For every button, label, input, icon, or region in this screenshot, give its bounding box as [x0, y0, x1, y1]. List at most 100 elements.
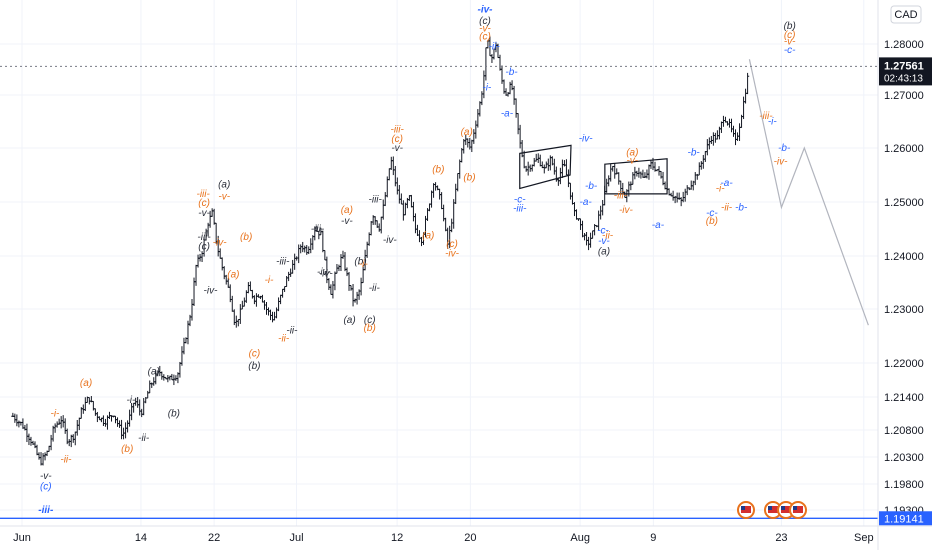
candle: [560, 159, 564, 178]
candle: [297, 244, 301, 264]
candle: [506, 92, 510, 97]
x-tick-label: 23: [775, 532, 787, 544]
candle: [61, 415, 65, 428]
currency-badge[interactable]: CAD: [890, 5, 922, 24]
candle: [238, 304, 242, 324]
candle: [377, 223, 381, 232]
currency-label: CAD: [894, 9, 917, 21]
event-flag-icon[interactable]: [737, 501, 755, 519]
candle: [558, 167, 562, 185]
candle: [633, 166, 637, 180]
wave-label: -b-: [687, 147, 700, 158]
wave-label: -iv-: [319, 268, 334, 279]
candle: [148, 380, 152, 394]
wave-label: -i-: [768, 117, 778, 128]
wave-label: (b): [463, 173, 475, 184]
candle: [43, 452, 47, 461]
candle: [37, 452, 41, 460]
wave-label: -ii-: [60, 455, 72, 466]
candle: [101, 415, 106, 427]
x-tick-label: 20: [464, 532, 476, 544]
candle: [401, 200, 405, 221]
candle: [391, 156, 395, 176]
wave-label: (a): [461, 127, 473, 138]
candle: [413, 213, 418, 234]
y-tick-label: 1.28000: [884, 39, 924, 51]
y-tick-label: 1.26000: [884, 143, 924, 155]
event-icons[interactable]: [737, 501, 807, 519]
wave-label: -a-: [720, 178, 733, 189]
candle: [715, 130, 719, 140]
wave-label: -ii-: [602, 230, 614, 241]
y-tick-label: 1.20800: [884, 425, 924, 437]
candle: [349, 285, 353, 291]
candle: [178, 361, 182, 378]
candle: [631, 172, 635, 185]
candle: [524, 165, 528, 172]
candle: [196, 254, 200, 268]
projection-line: [748, 59, 869, 326]
candle: [617, 172, 621, 185]
candle: [63, 418, 67, 434]
pattern-outline: [519, 144, 572, 190]
event-flag-icon[interactable]: [789, 501, 807, 519]
candle: [327, 278, 331, 291]
candle: [743, 88, 748, 104]
candle: [639, 171, 643, 179]
candle: [444, 217, 448, 232]
candle: [335, 264, 339, 274]
pattern-shapes: [0, 59, 878, 519]
candle: [117, 420, 122, 428]
candle: [397, 184, 401, 204]
wave-label: -ii-: [286, 326, 298, 337]
candle: [97, 416, 102, 421]
candle: [248, 281, 252, 292]
candle: [580, 220, 585, 238]
wave-label: (b): [168, 409, 180, 420]
x-tick-label: Jul: [289, 532, 303, 544]
candle: [49, 434, 53, 451]
wave-label: -c-: [784, 45, 796, 56]
y-axis-ticks: 1.28000 1.27000 1.26000 1.25000 1.24000 1.230…: [884, 39, 924, 517]
grid: [0, 0, 878, 526]
candle: [542, 164, 546, 174]
wave-label: -a-: [652, 220, 665, 231]
candle: [17, 420, 21, 428]
wave-label: (c): [249, 348, 261, 359]
wave-label: (c): [479, 16, 491, 27]
candle: [125, 420, 130, 433]
wave-label: -i-: [50, 409, 60, 420]
wave-label: -v-: [784, 36, 796, 47]
wave-label: (a): [227, 270, 239, 281]
candle: [242, 297, 246, 307]
candle: [727, 118, 732, 128]
candle: [128, 409, 132, 427]
wave-label: -iii-: [369, 194, 383, 205]
candle: [745, 72, 750, 95]
candle: [359, 277, 363, 296]
candle: [395, 177, 399, 195]
y-tick-label: 1.21400: [884, 392, 924, 404]
candle: [39, 452, 43, 466]
candle: [582, 233, 587, 241]
candle: [369, 221, 373, 236]
wave-label: -v-: [218, 192, 230, 203]
candle: [355, 291, 359, 305]
wave-label: -c-: [706, 208, 718, 219]
overlays: CAD: [737, 5, 932, 526]
wave-label: -v-: [391, 143, 403, 154]
wave-label: (a): [148, 367, 160, 378]
candle: [584, 231, 589, 246]
candle: [629, 181, 633, 191]
candle: [210, 208, 214, 217]
candle: [333, 271, 337, 291]
candle: [103, 418, 108, 427]
candle: [29, 436, 33, 446]
candle: [13, 413, 17, 423]
wave-label: -iii-: [311, 224, 325, 235]
candle: [532, 157, 536, 167]
wave-label: -b-: [735, 202, 748, 213]
wave-label: -v-: [341, 216, 353, 227]
